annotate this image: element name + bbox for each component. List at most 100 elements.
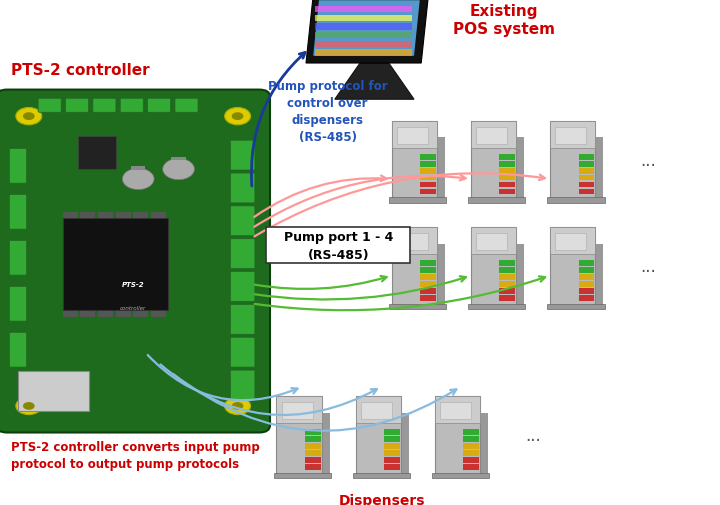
Bar xyxy=(579,282,594,287)
Bar xyxy=(500,289,515,294)
Bar xyxy=(500,295,515,301)
Bar xyxy=(547,198,605,204)
Bar xyxy=(361,402,392,420)
Bar xyxy=(392,228,437,255)
Bar xyxy=(420,289,436,294)
Circle shape xyxy=(16,108,42,126)
Bar xyxy=(63,219,168,311)
Bar xyxy=(464,437,479,442)
Bar xyxy=(420,162,436,167)
Bar xyxy=(389,304,446,310)
Bar xyxy=(436,244,445,310)
Bar xyxy=(80,213,95,219)
Bar xyxy=(266,228,410,264)
Bar xyxy=(579,295,594,301)
Bar xyxy=(420,295,436,301)
Bar xyxy=(579,189,594,195)
Text: PTS-2 controller converts input pump
protocol to output pump protocols: PTS-2 controller converts input pump pro… xyxy=(11,440,259,470)
Bar xyxy=(384,443,400,449)
Bar xyxy=(392,228,437,305)
Bar xyxy=(500,169,515,174)
Text: Dispensers: Dispensers xyxy=(338,493,425,505)
Bar xyxy=(468,198,526,204)
Circle shape xyxy=(163,159,194,180)
Bar xyxy=(420,268,436,273)
Bar xyxy=(384,450,400,456)
FancyBboxPatch shape xyxy=(120,99,143,113)
Bar xyxy=(432,473,490,478)
Bar xyxy=(550,122,595,148)
Polygon shape xyxy=(315,50,412,57)
Text: Pump protocol for
control over
dispensers
(RS-485): Pump protocol for control over dispenser… xyxy=(268,80,387,144)
Bar xyxy=(579,176,594,181)
Bar xyxy=(464,458,479,463)
Bar xyxy=(397,234,428,251)
Bar xyxy=(471,228,516,305)
FancyBboxPatch shape xyxy=(230,337,255,367)
FancyBboxPatch shape xyxy=(9,195,27,230)
FancyBboxPatch shape xyxy=(66,99,89,113)
Bar xyxy=(500,268,515,273)
FancyBboxPatch shape xyxy=(9,149,27,184)
FancyBboxPatch shape xyxy=(0,90,270,433)
Text: Existing
POS system: Existing POS system xyxy=(453,4,555,37)
Bar xyxy=(579,183,594,188)
FancyBboxPatch shape xyxy=(230,305,255,335)
FancyBboxPatch shape xyxy=(9,241,27,276)
Bar xyxy=(98,312,113,317)
Text: PTS-2: PTS-2 xyxy=(122,281,145,287)
FancyBboxPatch shape xyxy=(230,207,255,236)
Bar xyxy=(78,137,115,170)
Bar xyxy=(471,228,516,255)
Bar xyxy=(420,155,436,160)
FancyBboxPatch shape xyxy=(230,239,255,269)
FancyBboxPatch shape xyxy=(38,99,61,113)
Bar xyxy=(384,458,400,463)
Circle shape xyxy=(16,397,42,415)
Bar xyxy=(500,275,515,280)
Bar xyxy=(594,244,603,310)
FancyBboxPatch shape xyxy=(175,99,198,113)
Bar xyxy=(151,312,166,317)
Text: Pump port 1 - 4
(RS-485): Pump port 1 - 4 (RS-485) xyxy=(284,230,393,261)
Bar xyxy=(476,234,507,251)
Circle shape xyxy=(122,169,154,190)
Bar xyxy=(579,155,594,160)
Circle shape xyxy=(232,113,243,121)
Bar xyxy=(579,162,594,167)
Bar xyxy=(579,289,594,294)
Bar xyxy=(384,465,400,470)
FancyBboxPatch shape xyxy=(148,99,171,113)
Bar xyxy=(384,430,400,435)
Bar xyxy=(282,402,312,420)
Bar xyxy=(500,282,515,287)
Bar xyxy=(392,122,437,199)
Circle shape xyxy=(225,397,251,415)
Bar xyxy=(274,473,331,478)
Bar xyxy=(276,396,322,424)
Bar xyxy=(420,261,436,266)
Bar xyxy=(151,213,166,219)
Polygon shape xyxy=(313,1,420,57)
Bar xyxy=(115,312,130,317)
Bar xyxy=(468,304,526,310)
Text: ...: ... xyxy=(525,426,541,444)
Bar xyxy=(579,268,594,273)
Bar xyxy=(500,155,515,160)
Polygon shape xyxy=(315,24,412,31)
Circle shape xyxy=(23,402,35,410)
Polygon shape xyxy=(315,42,412,48)
Bar xyxy=(356,396,401,424)
Bar xyxy=(18,372,89,411)
Circle shape xyxy=(225,108,251,126)
Bar xyxy=(435,396,480,424)
Bar xyxy=(305,430,320,435)
Bar xyxy=(133,213,148,219)
Bar xyxy=(579,169,594,174)
Bar xyxy=(305,450,320,456)
Text: ...: ... xyxy=(640,258,656,275)
Bar xyxy=(435,396,480,474)
Bar xyxy=(384,437,400,442)
Text: controller: controller xyxy=(120,305,146,310)
Bar xyxy=(320,413,330,478)
